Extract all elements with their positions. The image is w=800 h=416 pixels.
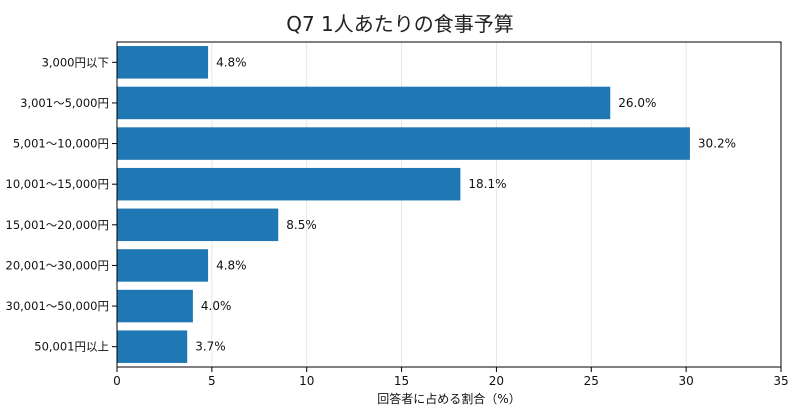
bar (117, 46, 209, 79)
y-tick-label: 50,001円以上 (34, 340, 109, 354)
bar-value-label: 26.0% (618, 96, 656, 110)
bar (117, 249, 209, 282)
labels-layer: 4.8% 26.0% 30.2% 18.1% 8.5% 4.8% 4.0% 3.7% (195, 55, 736, 353)
bar-value-label: 4.0% (201, 299, 232, 313)
bar-value-label: 3.7% (195, 340, 226, 354)
bar-value-label: 8.5% (286, 218, 317, 232)
y-tick-label: 10,001～15,000円 (6, 177, 109, 191)
x-tick-label: 35 (773, 374, 788, 388)
x-tick-label: 25 (584, 374, 599, 388)
y-tick-label: 3,001～5,000円 (20, 96, 109, 110)
x-tick-label: 0 (113, 374, 121, 388)
chart-title: Q7 1人あたりの食事予算 (286, 12, 514, 36)
bars-layer (117, 46, 690, 363)
x-tick-label: 10 (299, 374, 314, 388)
bar-value-label: 4.8% (216, 55, 247, 69)
bar (117, 167, 461, 201)
y-tick-label: 5,001～10,000円 (13, 137, 109, 151)
bar (117, 127, 690, 160)
axes-layer: 0 5 10 15 20 25 30 35 3,000円以下 3,001～5,000円 5,001～… (6, 41, 789, 388)
x-tick-label: 30 (679, 374, 694, 388)
x-tick-label: 5 (208, 374, 216, 388)
bar (117, 289, 193, 323)
x-axis-label: 回答者に占める割合（%） (377, 391, 520, 406)
plot-frame (116, 41, 782, 368)
bar-value-label: 30.2% (698, 137, 736, 151)
y-tick-label: 20,001～30,000円 (6, 258, 109, 272)
x-tick-label: 20 (489, 374, 504, 388)
bar (117, 208, 279, 242)
y-tick-label: 15,001～20,000円 (6, 218, 109, 232)
bar (117, 86, 611, 120)
bar-value-label: 18.1% (468, 177, 506, 191)
x-tick-label: 15 (394, 374, 409, 388)
y-tick-label: 30,001～50,000円 (6, 299, 109, 313)
bar (117, 330, 188, 363)
y-tick-label: 3,000円以下 (42, 55, 109, 69)
bar-value-label: 4.8% (216, 258, 247, 272)
